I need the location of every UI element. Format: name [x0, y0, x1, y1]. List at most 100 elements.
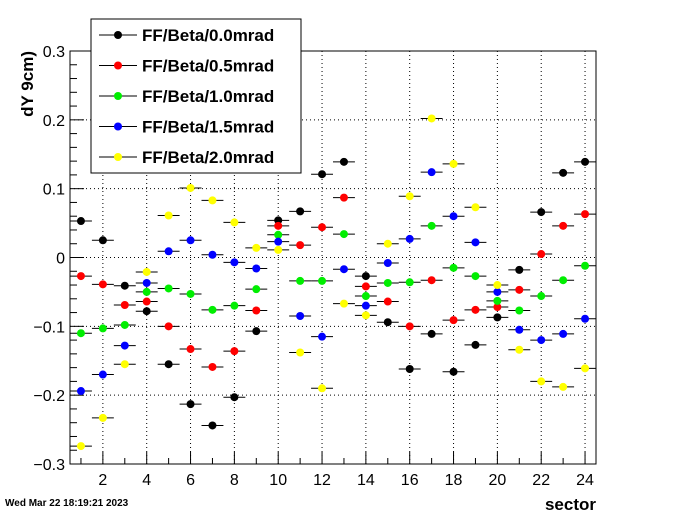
legend-marker [114, 122, 122, 131]
data-point [252, 243, 261, 252]
data-point [142, 307, 151, 316]
data-point [274, 245, 283, 254]
data-point [318, 332, 327, 341]
data-point [339, 230, 348, 239]
data-point [120, 341, 129, 350]
data-point [493, 303, 502, 312]
data-point [274, 221, 283, 230]
x-tick-label: 16 [401, 472, 419, 489]
data-point [361, 311, 370, 320]
data-point [230, 347, 239, 356]
x-tick-label: 18 [445, 472, 463, 489]
data-point [537, 336, 546, 345]
legend-marker [114, 31, 122, 39]
data-point [274, 216, 283, 225]
data-point [296, 241, 305, 250]
data-point [405, 278, 414, 287]
data-point [164, 284, 173, 293]
data-point [296, 276, 305, 285]
data-point [339, 193, 348, 202]
series [70, 114, 596, 451]
data-point [559, 168, 568, 177]
series [70, 221, 596, 338]
x-tick-label: 22 [532, 472, 550, 489]
y-axis-label: dY 9cm) [18, 51, 37, 117]
x-axis-label: sector [545, 495, 596, 514]
data-point [142, 297, 151, 306]
data-point [186, 183, 195, 192]
data-point [120, 281, 129, 290]
legend: FF/Beta/0.0mrad FF/Beta/0.5mrad FF/Beta/1.… [90, 18, 302, 174]
data-point [515, 325, 524, 334]
data-point [186, 345, 195, 354]
data-point [559, 276, 568, 285]
data-point [76, 272, 85, 281]
data-point [383, 278, 392, 287]
data-point [208, 305, 217, 314]
data-point [515, 265, 524, 274]
data-point [427, 221, 436, 230]
data-point [318, 170, 327, 179]
timestamp: Wed Mar 22 18:19:21 2023 [5, 498, 129, 509]
legend-label: FF/Beta/2.0mrad [142, 148, 274, 167]
data-point [405, 234, 414, 243]
data-point [76, 329, 85, 338]
y-tick-label: −0.3 [33, 457, 65, 474]
data-point [449, 159, 458, 168]
data-point [98, 370, 107, 379]
data-point [230, 393, 239, 402]
data-point [471, 305, 480, 314]
data-point [537, 208, 546, 217]
data-point [296, 207, 305, 216]
data-point [361, 292, 370, 301]
data-point [120, 320, 129, 329]
data-point [296, 312, 305, 321]
x-tick-label: 10 [269, 472, 287, 489]
data-point [339, 299, 348, 308]
data-point [471, 340, 480, 349]
data-point [186, 236, 195, 245]
data-point [186, 289, 195, 298]
x-tick-label: 24 [576, 472, 594, 489]
x-tick-label: 6 [186, 472, 195, 489]
data-point [98, 413, 107, 422]
data-point [142, 278, 151, 287]
data-point [296, 348, 305, 357]
x-tick-label: 8 [230, 472, 239, 489]
data-point [274, 230, 283, 239]
x-tick-label: 2 [98, 472, 107, 489]
data-point [318, 276, 327, 285]
legend-label: FF/Beta/1.5mrad [142, 118, 274, 137]
y-tick-label: −0.1 [33, 319, 65, 336]
legend-marker [114, 61, 122, 70]
data-point [493, 313, 502, 322]
data-point [252, 327, 261, 336]
data-point [537, 377, 546, 386]
data-point [98, 280, 107, 289]
x-tick-label: 14 [357, 472, 375, 489]
legend-marker [114, 153, 122, 161]
data-point [76, 442, 85, 451]
data-point [383, 318, 392, 327]
data-point [120, 300, 129, 309]
data-point [98, 236, 107, 245]
data-point [427, 114, 436, 123]
data-point [318, 384, 327, 393]
data-point [581, 157, 590, 166]
data-point [471, 238, 480, 247]
data-point [164, 247, 173, 256]
x-tick-label: 12 [313, 472, 331, 489]
data-point [76, 387, 85, 396]
data-point [361, 282, 370, 291]
data-point [230, 258, 239, 267]
data-point [361, 272, 370, 281]
data-point [142, 287, 151, 296]
data-point [537, 250, 546, 259]
data-point [339, 157, 348, 166]
data-point [515, 285, 524, 294]
data-point [361, 301, 370, 310]
data-point [493, 296, 502, 305]
series [70, 157, 596, 430]
data-point [120, 360, 129, 369]
